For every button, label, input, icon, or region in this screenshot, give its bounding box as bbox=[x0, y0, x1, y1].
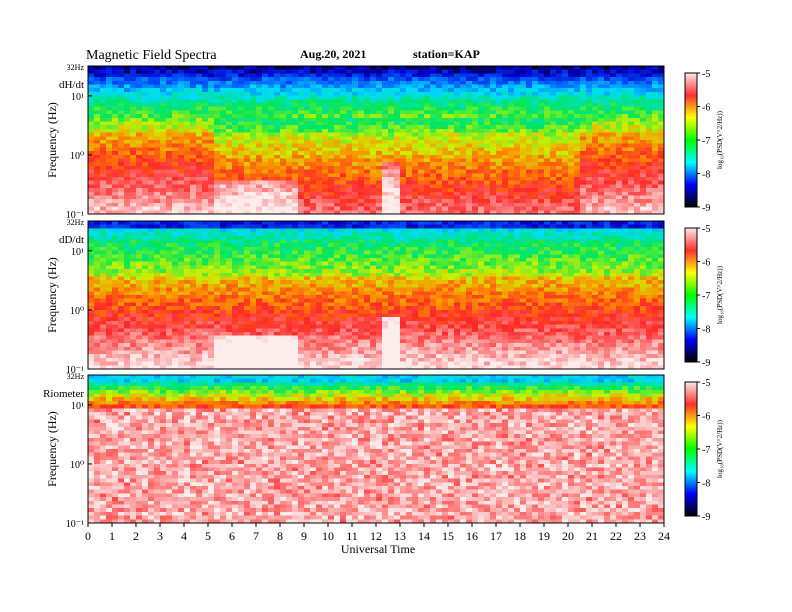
figure-date: Aug.20, 2021 bbox=[300, 47, 366, 61]
panel-dh: dH/dt 32Hz 10¹ 10⁰ 10⁻¹ Frequency (Hz) -5 -6 -7 -… bbox=[45, 63, 724, 221]
colorbar-tick-label: -6 bbox=[702, 412, 710, 423]
x-tick-label: 18 bbox=[514, 529, 526, 543]
colorbar-tick-label: -8 bbox=[702, 479, 710, 490]
figure-title: Magnetic Field Spectra bbox=[86, 48, 217, 63]
heatmap-cells bbox=[88, 221, 665, 370]
colorbar bbox=[684, 381, 698, 517]
colorbar-tick-label: -5 bbox=[702, 224, 710, 235]
x-tick-label: 3 bbox=[157, 529, 163, 543]
colorbar-tick-label: -5 bbox=[702, 378, 710, 389]
x-tick-label: 1 bbox=[109, 529, 115, 543]
spectrogram-panels: dH/dt 32Hz 10¹ 10⁰ 10⁻¹ Frequency (Hz) -5 -6 -7 -… bbox=[43, 63, 724, 530]
heatmap-cells bbox=[88, 375, 665, 524]
x-tick-label: 0 bbox=[85, 529, 91, 543]
y-tick-label: 10⁰ bbox=[70, 151, 84, 162]
colorbar-tick-label: -5 bbox=[702, 69, 710, 80]
y-tick-label: 10⁻¹ bbox=[66, 210, 84, 221]
panel-frame bbox=[87, 220, 665, 370]
panel-label: dH/dt bbox=[59, 79, 84, 91]
colorbar bbox=[684, 72, 698, 208]
colorbar-tick-label: -8 bbox=[702, 170, 710, 181]
x-tick-label: 23 bbox=[634, 529, 646, 543]
colorbar-tick-label: -6 bbox=[702, 258, 710, 269]
y-tick-label: 32Hz bbox=[67, 218, 85, 227]
time-axis: 0 1 2 3 4 5 6 7 8 9 10 11 12 13 14 15 16 17 18 19 20 21 22 23 24 bbox=[85, 523, 670, 543]
colorbar-tick-label: -6 bbox=[702, 103, 710, 114]
y-tick-label: 10⁻¹ bbox=[66, 365, 84, 376]
y-tick-label: 10⁰ bbox=[70, 306, 84, 317]
x-tick-label: 24 bbox=[658, 529, 670, 543]
x-tick-label: 8 bbox=[277, 529, 283, 543]
x-tick-label: 13 bbox=[394, 529, 406, 543]
colorbar-tick-label: -9 bbox=[702, 203, 710, 214]
x-tick-label: 12 bbox=[370, 529, 382, 543]
x-tick-label: 20 bbox=[562, 529, 574, 543]
x-tick-label: 4 bbox=[181, 529, 187, 543]
y-tick-label: 10¹ bbox=[71, 401, 84, 412]
colorbar-label: log₁₀(PSD(V^2/Hz)) bbox=[716, 419, 724, 478]
y-axis-label: Frequency (Hz) bbox=[45, 102, 59, 178]
colorbar-tick-label: -7 bbox=[702, 136, 710, 147]
x-tick-label: 16 bbox=[466, 529, 478, 543]
panel-frame bbox=[87, 65, 665, 215]
x-tick-label: 11 bbox=[346, 529, 358, 543]
panel-dd: dD/dt 32Hz 10¹ 10⁰ 10⁻¹ Frequency (Hz) -5 -6 -7 -… bbox=[45, 218, 724, 376]
y-axis-label: Frequency (Hz) bbox=[45, 257, 59, 333]
colorbar-tick-label: -9 bbox=[702, 358, 710, 369]
y-tick-label: 10⁰ bbox=[70, 460, 84, 471]
y-axis-label: Frequency (Hz) bbox=[45, 411, 59, 487]
x-tick-label: 5 bbox=[205, 529, 211, 543]
figure-station: station=KAP bbox=[413, 47, 480, 61]
x-axis-label: Universal Time bbox=[341, 542, 415, 556]
x-tick-label: 9 bbox=[301, 529, 307, 543]
y-tick-label: 32Hz bbox=[67, 372, 85, 381]
x-tick-label: 7 bbox=[253, 529, 259, 543]
y-tick-label: 10⁻¹ bbox=[66, 519, 84, 530]
colorbar-tick-label: -8 bbox=[702, 325, 710, 336]
panel-label: Riometer bbox=[43, 388, 84, 400]
colorbar-tick-label: -7 bbox=[702, 291, 710, 302]
x-tick-label: 15 bbox=[442, 529, 454, 543]
y-tick-label: 10¹ bbox=[71, 92, 84, 103]
x-tick-label: 2 bbox=[133, 529, 139, 543]
panel-label: dD/dt bbox=[59, 234, 84, 246]
x-tick-label: 22 bbox=[610, 529, 622, 543]
colorbar-tick-label: -9 bbox=[702, 512, 710, 523]
colorbar-label: log₁₀(PSD(V^2/Hz)) bbox=[716, 110, 724, 169]
x-tick-label: 6 bbox=[229, 529, 235, 543]
y-tick-label: 32Hz bbox=[67, 63, 85, 72]
x-tick-label: 10 bbox=[322, 529, 334, 543]
colorbar-label: log₁₀(PSD(V^2/Hz)) bbox=[716, 265, 724, 324]
x-tick-label: 21 bbox=[586, 529, 598, 543]
x-tick-label: 14 bbox=[418, 529, 430, 543]
y-tick-label: 10¹ bbox=[71, 247, 84, 258]
panel-rio: Riometer 32Hz 10¹ 10⁰ 10⁻¹ Frequency (Hz) -5 -6… bbox=[43, 372, 724, 530]
colorbar-tick-label: -7 bbox=[702, 445, 710, 456]
heatmap-cells bbox=[88, 66, 665, 215]
x-tick-label: 19 bbox=[538, 529, 550, 543]
x-tick-label: 17 bbox=[490, 529, 502, 543]
colorbar bbox=[684, 227, 698, 363]
